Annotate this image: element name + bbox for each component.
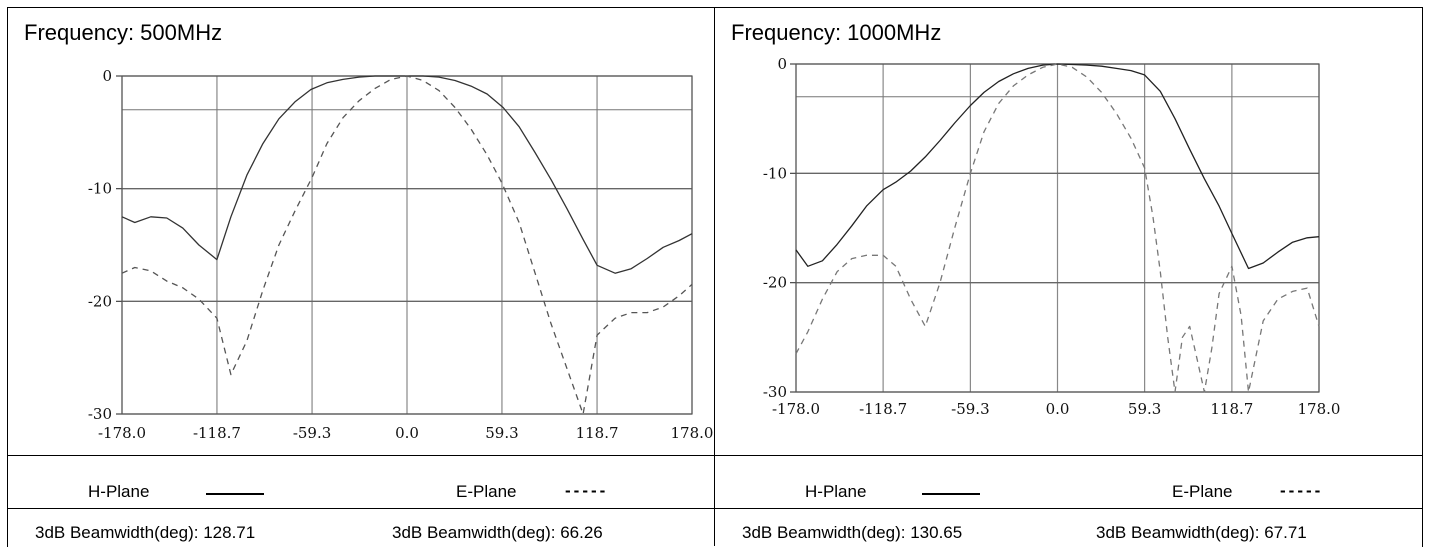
y-tick-label: -10 xyxy=(763,164,787,182)
h-plane-beamwidth: 3dB Beamwidth(deg): 130.65 xyxy=(742,523,963,542)
x-tick-label: -118.7 xyxy=(859,400,907,418)
e-plane-legend-symbol: ----- xyxy=(565,481,609,500)
panel-500mhz: -178.0 -118.7 -59.3 0.0 59.3 118.7 178.0 0 -10 -2… xyxy=(8,8,714,546)
h-plane-legend-line xyxy=(922,493,980,495)
x-tick-label: 59.3 xyxy=(1128,400,1161,418)
figure-frame xyxy=(7,7,1423,547)
y-tick-label: -20 xyxy=(763,274,787,292)
e-plane-legend-label: E-Plane xyxy=(1172,482,1233,501)
h-plane-beamwidth: 3dB Beamwidth(deg): 128.71 xyxy=(35,523,256,542)
x-tick-label: -118.7 xyxy=(193,424,241,442)
e-plane-beamwidth: 3dB Beamwidth(deg): 66.26 xyxy=(392,523,603,542)
x-tick-label: 178.0 xyxy=(1298,400,1341,418)
panel-1000mhz: -178.0 -118.7 -59.3 0.0 59.3 118.7 178.0 0 -10 -2… xyxy=(715,8,1421,546)
h-plane-series-line xyxy=(795,63,1320,270)
frequency-label: Frequency: 1000MHz xyxy=(731,20,942,45)
chart-500mhz: -178.0 -118.7 -59.3 0.0 59.3 118.7 178.0 0 -10 -2… xyxy=(88,67,714,442)
e-plane-legend-label: E-Plane xyxy=(456,482,517,501)
panel-divider xyxy=(714,7,715,546)
x-tick-label: 178.0 xyxy=(671,424,714,442)
x-tick-label: 118.7 xyxy=(576,424,619,442)
y-tick-label: -30 xyxy=(88,405,112,423)
e-plane-series-line xyxy=(121,75,693,415)
y-tick-label: 0 xyxy=(777,55,787,73)
y-tick-label: -20 xyxy=(88,292,112,310)
beamwidth-row-divider xyxy=(7,508,1422,509)
x-tick-label: -59.3 xyxy=(293,424,331,442)
x-tick-label: -178.0 xyxy=(772,400,820,418)
h-plane-legend-label: H-Plane xyxy=(805,482,867,501)
x-tick-label: 118.7 xyxy=(1210,400,1253,418)
e-plane-beamwidth: 3dB Beamwidth(deg): 67.71 xyxy=(1096,523,1307,542)
h-plane-legend-label: H-Plane xyxy=(88,482,150,501)
h-plane-legend-line xyxy=(206,493,264,495)
x-tick-label: 0.0 xyxy=(1046,400,1070,418)
x-tick-label: -178.0 xyxy=(98,424,146,442)
y-tick-label: -30 xyxy=(763,383,787,401)
legend-row-divider xyxy=(7,455,1422,456)
y-tick-label: 0 xyxy=(102,67,112,85)
x-tick-label: 59.3 xyxy=(485,424,518,442)
chart-1000mhz: -178.0 -118.7 -59.3 0.0 59.3 118.7 178.0 0 -10 -2… xyxy=(763,55,1341,418)
frequency-label: Frequency: 500MHz xyxy=(24,20,223,45)
x-tick-label: 0.0 xyxy=(395,424,419,442)
e-plane-series-line xyxy=(795,63,1320,393)
e-plane-legend-symbol: ----- xyxy=(1280,481,1324,500)
x-tick-label: -59.3 xyxy=(951,400,989,418)
y-tick-label: -10 xyxy=(88,180,112,198)
